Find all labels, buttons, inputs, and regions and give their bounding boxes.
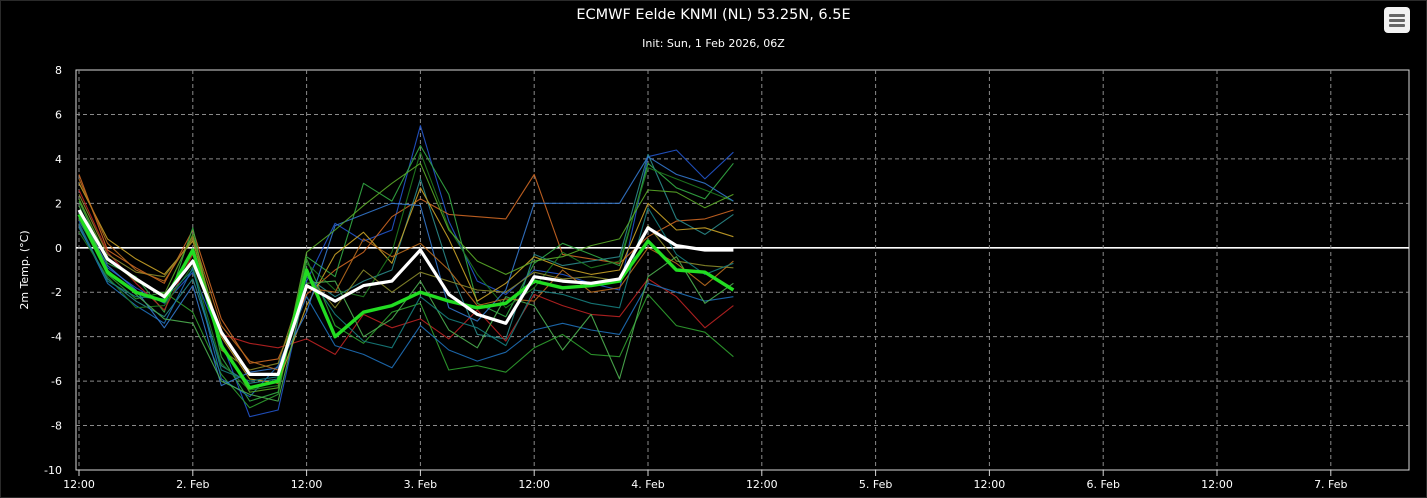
y-tick-label: -8 — [51, 420, 62, 433]
x-tick-label: 2. Feb — [176, 478, 209, 491]
x-tick-label: 12:00 — [63, 478, 95, 491]
ensemble-member-line — [78, 125, 734, 418]
x-tick-label: 3. Feb — [404, 478, 437, 491]
x-tick-label: 12:00 — [518, 478, 550, 491]
ensemble-member-line — [78, 207, 734, 382]
y-tick-label: -4 — [51, 331, 62, 344]
ensemble-member-line — [78, 151, 734, 391]
ensemble-member-line — [78, 183, 734, 384]
y-tick-label: 8 — [55, 64, 62, 77]
ensemble-member-line — [78, 156, 734, 387]
ensemble-member-line — [78, 218, 734, 409]
y-tick-label: -10 — [44, 464, 62, 477]
chart-title: ECMWF Eelde KNMI (NL) 53.25N, 6.5E — [576, 7, 851, 23]
y-tick-label: 2 — [55, 197, 62, 210]
menu-bar — [1389, 14, 1405, 17]
menu-bar — [1389, 24, 1405, 27]
x-tick-label: 12:00 — [974, 478, 1006, 491]
main-run-line — [77, 209, 734, 376]
menu-bar — [1389, 19, 1405, 22]
x-tick-label: 12:00 — [746, 478, 778, 491]
ensemble-member-line — [78, 153, 734, 384]
ensemble-member-line — [78, 145, 734, 402]
y-tick-label: 4 — [55, 153, 62, 166]
y-axis-label: 2m Temp. (°C) — [18, 230, 31, 309]
x-tick-label: 5. Feb — [859, 478, 892, 491]
ensemble-member-line — [78, 205, 734, 402]
x-tick-label: 7. Feb — [1314, 478, 1347, 491]
y-tick-label: 6 — [55, 108, 62, 121]
ensemble-member-line — [78, 225, 734, 398]
plot-border — [75, 69, 1410, 471]
ensemble-mean-line — [77, 213, 735, 390]
y-tick-label: 0 — [55, 242, 62, 255]
chart-subtitle: Init: Sun, 1 Feb 2026, 06Z — [642, 37, 785, 50]
hamburger-menu-icon[interactable] — [1384, 7, 1410, 33]
x-tick-label: 12:00 — [1201, 478, 1233, 491]
x-tick-label: 12:00 — [291, 478, 323, 491]
y-tick-label: -2 — [51, 286, 62, 299]
y-tick-label: -6 — [51, 375, 62, 388]
x-tick-label: 6. Feb — [1086, 478, 1119, 491]
x-tick-label: 4. Feb — [631, 478, 664, 491]
ensemble-member-line — [78, 162, 734, 393]
